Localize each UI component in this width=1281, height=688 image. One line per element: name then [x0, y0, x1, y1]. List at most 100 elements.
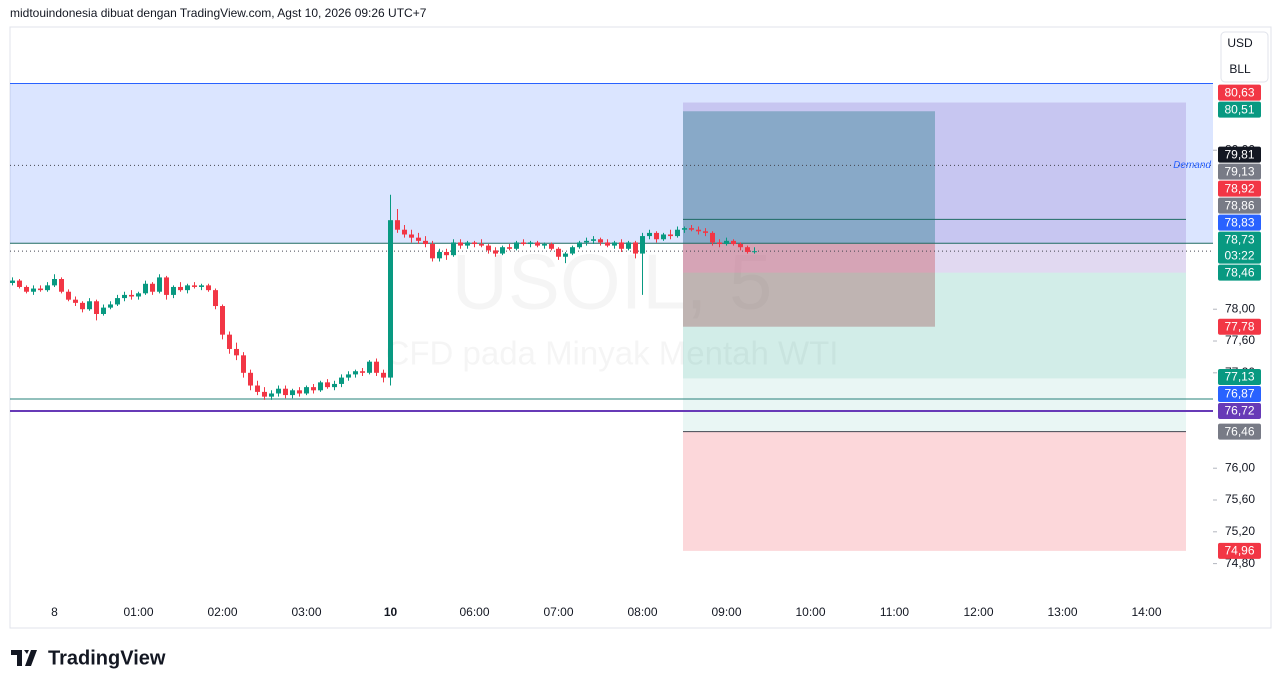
- x-tick-label: 02:00: [207, 605, 237, 619]
- candle-body: [661, 234, 666, 240]
- brand: TradingView: [48, 647, 166, 669]
- candle-body: [10, 280, 15, 283]
- candle-body: [129, 294, 134, 297]
- candle-body: [346, 374, 351, 378]
- candle-body: [192, 285, 197, 287]
- candle-body: [724, 240, 729, 245]
- candle-body: [269, 393, 274, 397]
- candle-body: [591, 239, 596, 241]
- candle-body: [52, 279, 57, 286]
- price-tag-label: 80,51: [1224, 102, 1254, 116]
- price-tag-label: 78,86: [1224, 198, 1254, 212]
- candle-body: [38, 288, 43, 291]
- price-tag: [1218, 214, 1261, 231]
- candle-body: [416, 237, 421, 241]
- candle-body: [290, 390, 295, 396]
- zone: [10, 83, 1213, 244]
- price-tag: [1218, 180, 1261, 197]
- candle-body: [213, 290, 218, 307]
- candle-body: [122, 294, 127, 299]
- candle-body: [185, 285, 190, 291]
- candle-body: [143, 283, 148, 294]
- currency: USD: [1227, 36, 1253, 50]
- unit: BLL: [1229, 62, 1251, 76]
- candle-body: [395, 220, 400, 230]
- candle-body: [311, 387, 316, 391]
- price-tag-label: 78,73: [1224, 232, 1254, 246]
- candle-body: [458, 242, 463, 246]
- candle-body: [45, 285, 50, 291]
- zone: [683, 378, 1186, 432]
- candle-body: [402, 229, 407, 235]
- candle-body: [465, 242, 470, 246]
- x-tick-label: 03:00: [291, 605, 321, 619]
- price-tag-label: 79,13: [1224, 164, 1254, 178]
- candle-body: [157, 277, 162, 292]
- price-tag-label: 79,81: [1224, 147, 1254, 161]
- candle-body: [115, 298, 120, 305]
- price-tag-label: 80,63: [1224, 85, 1254, 99]
- candle-body: [59, 279, 64, 292]
- candle-body: [647, 232, 652, 237]
- price-tag-label: 77,13: [1224, 370, 1254, 384]
- candle-body: [493, 250, 498, 254]
- candle-body: [374, 361, 379, 373]
- candle-body: [444, 251, 449, 256]
- price-tag-label: 77,78: [1224, 319, 1254, 333]
- price-tag-label: 76,46: [1224, 424, 1254, 438]
- candle-body: [318, 382, 323, 391]
- candle-body: [248, 372, 253, 386]
- candle-body: [682, 228, 687, 230]
- candle-body: [262, 391, 267, 397]
- price-tag: [1218, 84, 1261, 101]
- price-tag: [1218, 101, 1261, 118]
- y-tick-label: 77,60: [1225, 333, 1255, 347]
- candle-body: [367, 361, 372, 373]
- zone: [683, 111, 935, 244]
- candle-body: [227, 334, 232, 349]
- price-tag-label: 78,92: [1224, 181, 1254, 195]
- plot: USOIL, 5 CFD pada Minyak Mentah WTI Dema…: [10, 82, 1213, 551]
- candle-body: [332, 383, 337, 388]
- x-tick-label: 01:00: [123, 605, 153, 619]
- candle-body: [353, 371, 358, 375]
- candle-body: [717, 242, 722, 245]
- price-tag: [1218, 542, 1261, 559]
- candle-body: [689, 228, 694, 230]
- candle-body: [675, 229, 680, 237]
- x-tick-label: 06:00: [459, 605, 489, 619]
- candle-body: [479, 244, 484, 246]
- candle-body: [80, 302, 85, 310]
- zone: [683, 272, 1186, 379]
- price-tag-label: 76,72: [1224, 404, 1254, 418]
- candle-body: [549, 244, 554, 249]
- price-tag-label: 78,83: [1224, 215, 1254, 229]
- price-tag: [1218, 197, 1261, 214]
- candle-body: [507, 247, 512, 249]
- x-tick-label: 12:00: [963, 605, 993, 619]
- candle-body: [164, 277, 169, 295]
- candle-body: [171, 286, 176, 295]
- candle-body: [297, 390, 302, 394]
- candle-body: [598, 239, 603, 243]
- candle-body: [514, 242, 519, 249]
- candle-body: [451, 242, 456, 256]
- candle-body: [283, 388, 288, 396]
- candle-body: [199, 285, 204, 287]
- candle-body: [626, 242, 631, 249]
- candle-body: [381, 372, 386, 378]
- x-tick-label: 10:00: [795, 605, 825, 619]
- candle-body: [584, 240, 589, 243]
- candle-body: [612, 242, 617, 246]
- price-tag: [1218, 146, 1261, 163]
- candle-body: [486, 245, 491, 251]
- candle-body: [276, 388, 281, 394]
- chart-frame: [9, 26, 1272, 629]
- price-tag: [1218, 318, 1261, 335]
- candle-body: [619, 242, 624, 249]
- candle-body: [87, 301, 92, 310]
- candle-body: [437, 251, 442, 259]
- currency-box[interactable]: [1220, 31, 1269, 83]
- price-tag: [1218, 368, 1261, 385]
- y-tick-label: 75,60: [1225, 492, 1255, 506]
